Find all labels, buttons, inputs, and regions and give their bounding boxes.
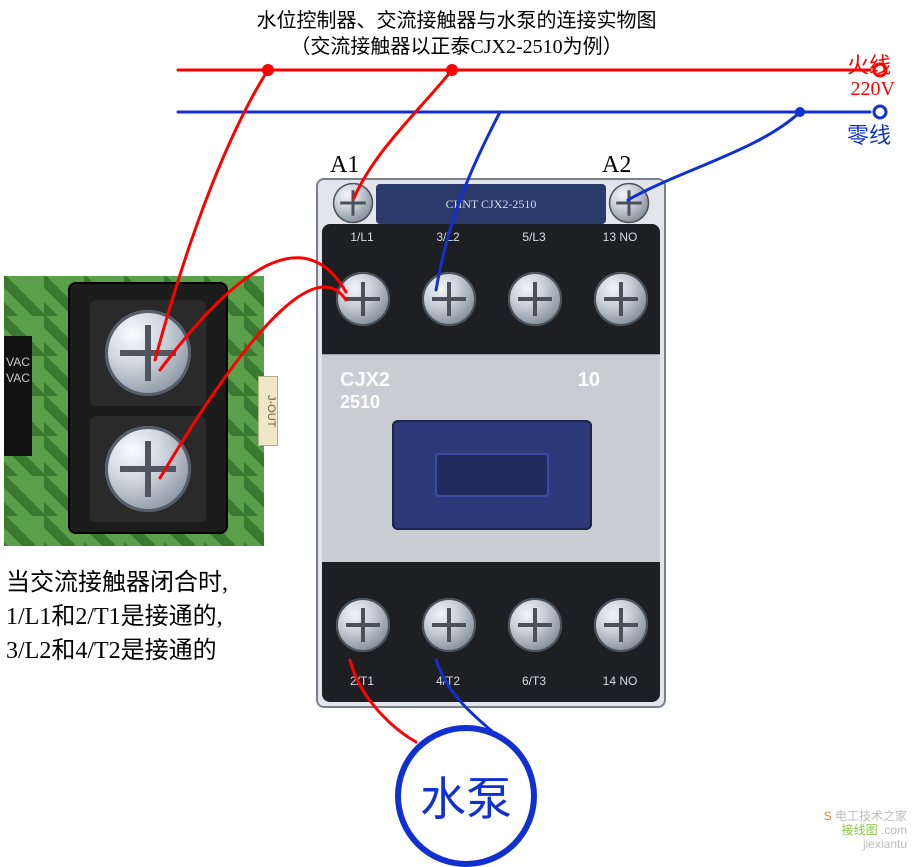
screw-4T2 <box>422 598 476 652</box>
screw-2T1 <box>336 598 390 652</box>
coil-label-a2: A2 <box>602 152 631 179</box>
live-wire-label: 火线 <box>847 48 891 80</box>
contactor-cjx2: CHNT CJX2-2510 1/L1 3/L2 5/L3 13 NO CJX2… <box>316 178 666 708</box>
term-5L3: 5/L3 <box>494 228 574 246</box>
model-top: CJX2 <box>340 369 390 391</box>
explanation-caption: 当交流接触器闭合时, 1/L1和2/T1是接通的, 3/L2和4/T2是接通的 <box>6 566 228 668</box>
screw-1L1 <box>336 272 390 326</box>
contactor-model: CJX2 2510 <box>340 369 390 413</box>
term-6T3: 6/T3 <box>494 672 574 690</box>
coil-screw-a2 <box>609 183 650 224</box>
terminal-hole-2 <box>90 416 206 522</box>
top-terminal-labels: 1/L1 3/L2 5/L3 13 NO <box>322 228 660 246</box>
screw-5L3 <box>508 272 562 326</box>
coil-label-a1: A1 <box>330 152 359 179</box>
terminal-hole-1 <box>90 300 206 406</box>
contactor-right-num: 10 <box>578 369 600 392</box>
screw-6T3 <box>508 598 562 652</box>
wm1: 电工技术之家 <box>835 809 907 823</box>
term-14NO: 14 NO <box>580 672 660 690</box>
contactor-mid: CJX2 2510 10 <box>322 354 660 566</box>
term-1L1: 1/L1 <box>322 228 402 246</box>
big-screw-2 <box>105 426 191 512</box>
vac-label: VAC VAC <box>4 336 32 456</box>
caption-l3: 3/L2和4/T2是接通的 <box>6 638 217 664</box>
terminal-block-shell <box>68 282 228 534</box>
watermark: S 电工技术之家 接线图 .com jiexiantu <box>824 809 907 851</box>
pump-label: 水泵 <box>420 763 512 829</box>
title-line1: 水位控制器、交流接触器与水泵的连接实物图 <box>257 10 657 32</box>
term-3L2: 3/L2 <box>408 228 488 246</box>
diagram-title: 水位控制器、交流接触器与水泵的连接实物图 （交流接触器以正泰CJX2-2510为… <box>0 8 913 60</box>
big-screw-1 <box>105 310 191 396</box>
screw-14NO <box>594 598 648 652</box>
screw-13NO <box>594 272 648 326</box>
model-bottom: 2510 <box>340 391 390 413</box>
wm3: jiexiantu <box>863 837 907 851</box>
term-4T2: 4/T2 <box>408 672 488 690</box>
j-out-label: J-OUT <box>258 376 278 446</box>
screw-3L2 <box>422 272 476 326</box>
neutral-wire-label: 零线 <box>847 118 891 150</box>
term-2T1: 2/T1 <box>322 672 402 690</box>
title-line2: （交流接触器以正泰CJX2-2510为例） <box>290 36 622 58</box>
pump-symbol: 水泵 <box>395 725 537 867</box>
wm2: 接线图 <box>842 823 878 837</box>
coil-screw-a1 <box>333 183 374 224</box>
caption-l1: 当交流接触器闭合时, <box>6 570 228 596</box>
bottom-terminal-labels: 2/T1 4/T2 6/T3 14 NO <box>322 672 660 690</box>
contactor-lever <box>392 420 592 530</box>
caption-l2: 1/L1和2/T1是接通的, <box>6 604 223 630</box>
contactor-nameplate: CHNT CJX2-2510 <box>376 184 606 224</box>
term-13NO: 13 NO <box>580 228 660 246</box>
voltage-label: 220V <box>851 78 895 101</box>
level-controller-output-block: VAC VAC J-OUT <box>4 276 264 546</box>
